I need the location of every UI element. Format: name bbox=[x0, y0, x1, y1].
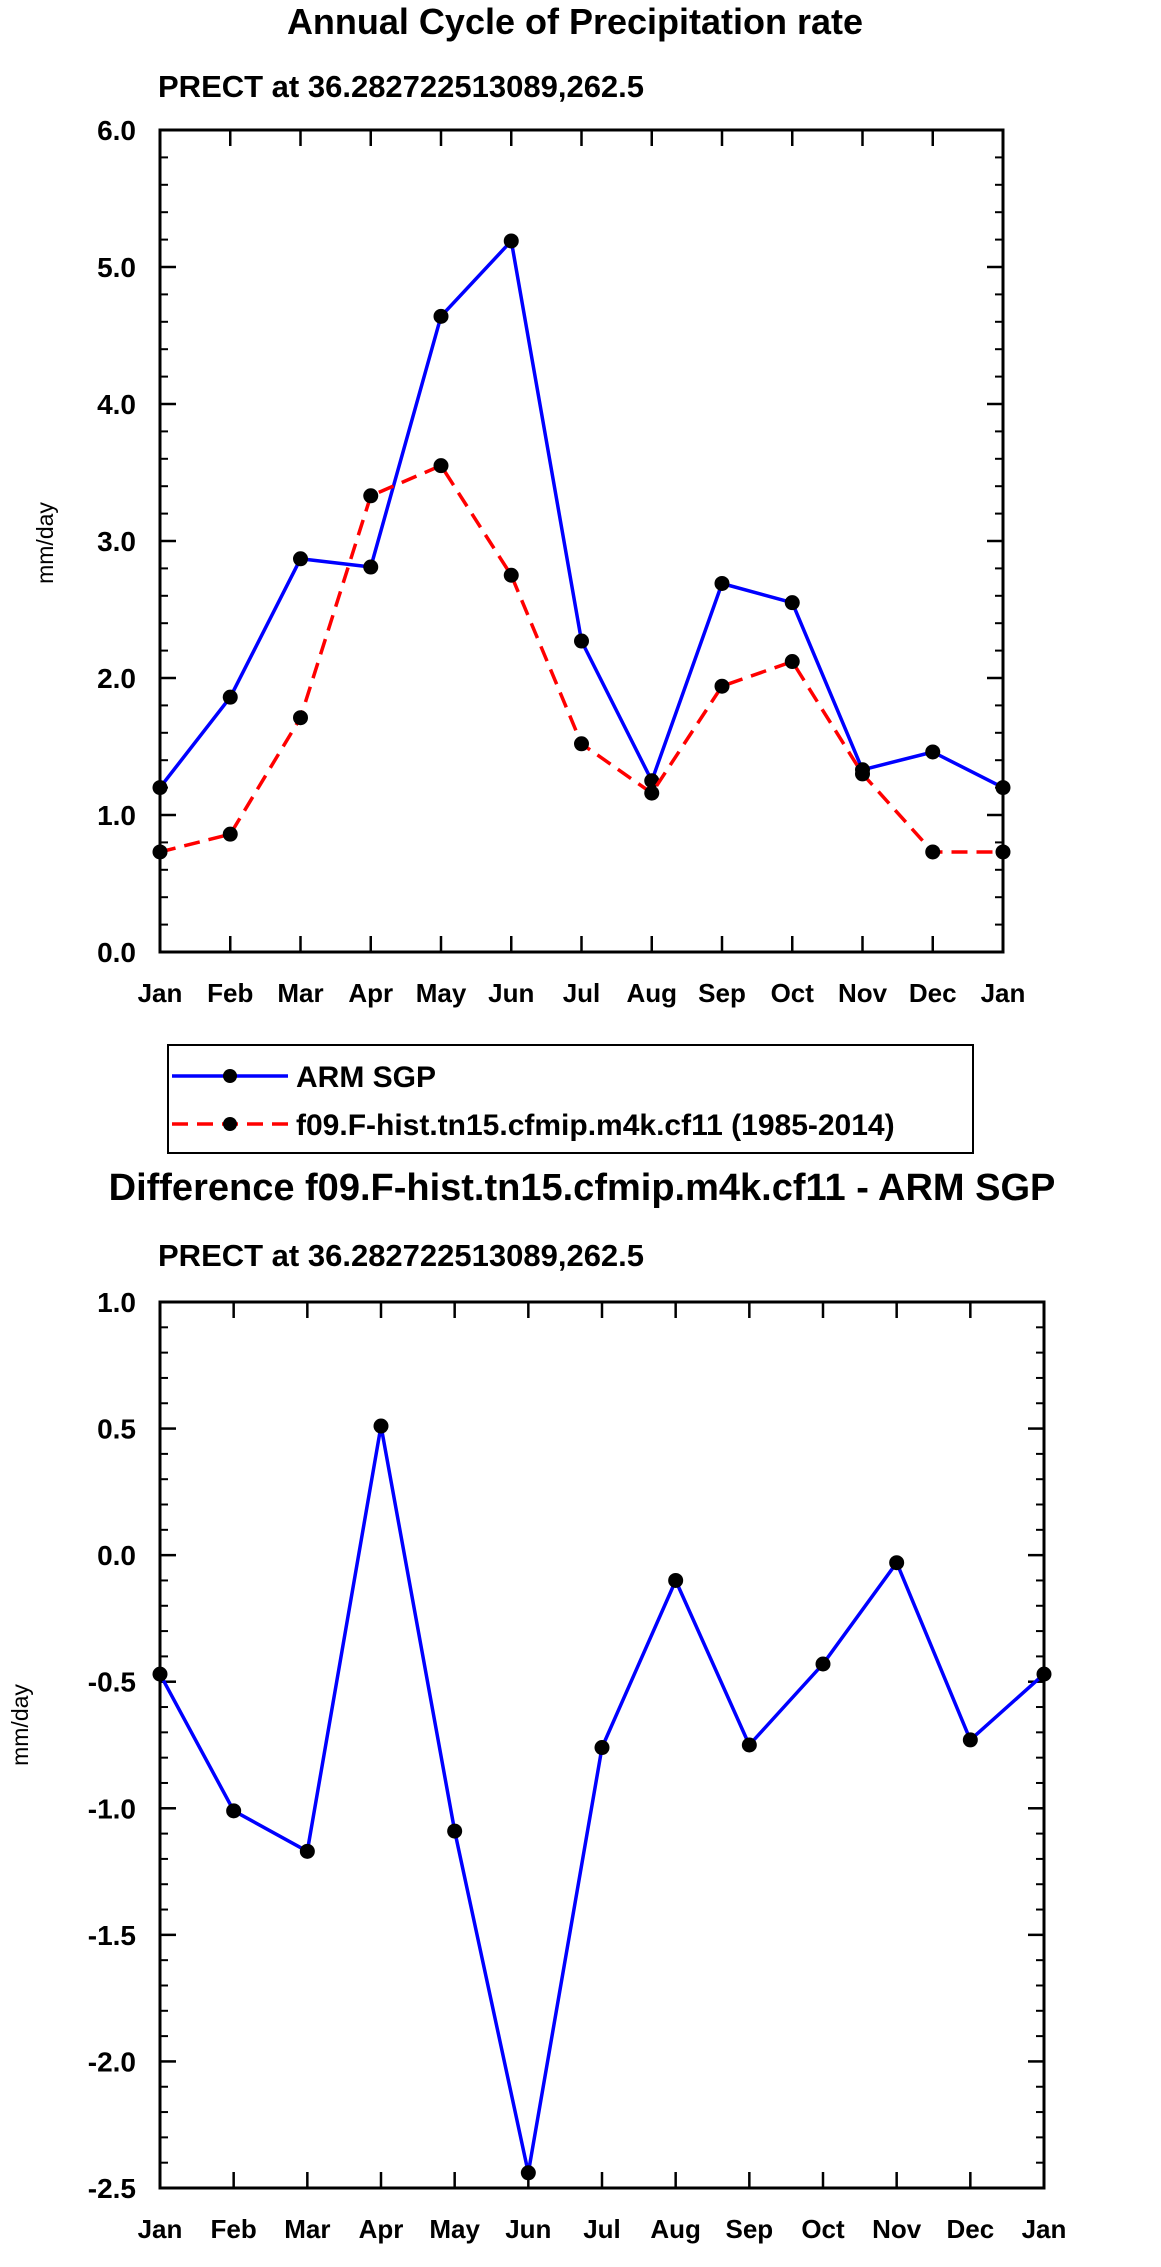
chart1-legend: ARM SGP f09.F-hist.tn15.cfmip.m4k.cf11 (… bbox=[167, 1044, 974, 1154]
x-tick-label-oct: Oct bbox=[771, 978, 815, 1008]
x-tick-label-feb: Feb bbox=[207, 978, 253, 1008]
x-tick-label-sep: Sep bbox=[725, 2214, 773, 2244]
series-0-point-nov bbox=[889, 1555, 905, 1571]
series-line-0 bbox=[158, 239, 1004, 790]
chart2-plot-frame bbox=[158, 1300, 1046, 2190]
x-tick-label-apr: Apr bbox=[359, 2214, 404, 2244]
x-tick-label-mar: Mar bbox=[284, 2214, 330, 2244]
legend-box bbox=[167, 1044, 974, 1154]
x-tick-label-jan: Jan bbox=[138, 2214, 183, 2244]
series-0-point-sep bbox=[741, 1737, 757, 1753]
x-tick-label-jul: Jul bbox=[563, 978, 601, 1008]
series-0-point-mar bbox=[293, 551, 308, 567]
x-tick-label-jan: Jan bbox=[138, 978, 183, 1008]
series-1-point-aug bbox=[644, 785, 660, 801]
series-1-point-jun bbox=[503, 567, 519, 583]
y-tick-label: 3.0 bbox=[97, 526, 136, 557]
x-tick-label-jun: Jun bbox=[505, 2214, 551, 2244]
series-0-point-jun bbox=[503, 233, 519, 249]
annual-cycle-chart: Annual Cycle of Precipitation rate PRECT… bbox=[32, 1, 1026, 1154]
series-1-point-nov bbox=[855, 766, 870, 782]
series-0-point-sep bbox=[714, 575, 730, 591]
chart2-title: Difference f09.F-hist.tn15.cfmip.m4k.cf1… bbox=[109, 1167, 1056, 1209]
series-0-point-oct bbox=[815, 1656, 831, 1672]
series-0-point-apr bbox=[363, 559, 379, 575]
series-0-point-jul bbox=[574, 633, 589, 649]
chart1-plot-frame bbox=[158, 128, 1005, 954]
series-0-point-oct bbox=[784, 595, 800, 611]
series-0-point-apr bbox=[373, 1418, 389, 1434]
x-tick-label-jan: Jan bbox=[981, 978, 1026, 1008]
y-tick-label: -1.0 bbox=[88, 1793, 136, 1824]
series-1-point-dec bbox=[925, 844, 941, 860]
y-tick-label: -2.5 bbox=[88, 2173, 136, 2204]
x-tick-label-dec: Dec bbox=[909, 978, 957, 1008]
x-tick-label-nov: Nov bbox=[872, 2214, 922, 2244]
series-0-point-may bbox=[447, 1823, 463, 1839]
series-0-point-feb bbox=[222, 689, 238, 705]
series-line-0 bbox=[158, 1424, 1046, 2175]
series-0-point-aug bbox=[668, 1572, 684, 1588]
legend-arm-marker bbox=[223, 1069, 237, 1083]
legend-model-marker bbox=[223, 1117, 237, 1131]
y-tick-label: 0.0 bbox=[97, 1540, 136, 1571]
y-tick-label: -0.5 bbox=[88, 1667, 136, 1698]
x-tick-label-nov: Nov bbox=[838, 978, 888, 1008]
legend-model-label: f09.F-hist.tn15.cfmip.m4k.cf11 (1985-201… bbox=[296, 1109, 895, 1142]
x-tick-label-sep: Sep bbox=[698, 978, 746, 1008]
series-1-point-may bbox=[433, 458, 449, 474]
series-0-point-feb bbox=[226, 1803, 242, 1819]
x-tick-label-jun: Jun bbox=[488, 978, 534, 1008]
series-1-point-apr bbox=[363, 488, 379, 504]
chart2-ylabel: mm/day bbox=[7, 1684, 33, 1766]
series-0-point-jun bbox=[520, 2165, 536, 2181]
x-tick-label-dec: Dec bbox=[946, 2214, 994, 2244]
difference-chart: Difference f09.F-hist.tn15.cfmip.m4k.cf1… bbox=[7, 1167, 1066, 2244]
series-1-point-mar bbox=[293, 710, 308, 726]
y-tick-label: -2.0 bbox=[88, 2046, 136, 2077]
x-tick-label-oct: Oct bbox=[801, 2214, 845, 2244]
series-0-point-dec bbox=[925, 744, 941, 760]
series-1-point-jul bbox=[574, 736, 589, 752]
series-0-point-jul bbox=[594, 1740, 610, 1756]
series-0-point-dec bbox=[962, 1732, 978, 1748]
y-tick-label: 4.0 bbox=[97, 389, 136, 420]
x-tick-label-apr: Apr bbox=[348, 978, 393, 1008]
x-tick-label-jul: Jul bbox=[583, 2214, 621, 2244]
chart1-ylabel: mm/day bbox=[32, 502, 58, 584]
chart1-title: Annual Cycle of Precipitation rate bbox=[287, 1, 863, 42]
y-tick-label: 1.0 bbox=[97, 800, 136, 831]
series-1-point-sep bbox=[714, 678, 730, 694]
y-tick-label: 0.0 bbox=[97, 937, 136, 968]
chart1-subtitle: PRECT at 36.282722513089,262.5 bbox=[158, 69, 644, 104]
y-tick-label: 2.0 bbox=[97, 663, 136, 694]
x-tick-label-jan: Jan bbox=[1022, 2214, 1067, 2244]
series-line-1 bbox=[159, 463, 1003, 854]
series-1-point-oct bbox=[784, 654, 800, 670]
y-tick-label: 0.5 bbox=[97, 1414, 136, 1445]
x-tick-label-may: May bbox=[416, 978, 467, 1008]
series-1-point-feb bbox=[222, 826, 238, 842]
series-0-point-mar bbox=[299, 1843, 315, 1859]
y-tick-label: 5.0 bbox=[97, 252, 136, 283]
y-tick-label: -1.5 bbox=[88, 1920, 136, 1951]
y-tick-label: 1.0 bbox=[97, 1287, 136, 1318]
x-tick-label-feb: Feb bbox=[211, 2214, 257, 2244]
x-tick-label-may: May bbox=[429, 2214, 480, 2244]
x-tick-label-aug: Aug bbox=[626, 978, 677, 1008]
chart2-subtitle: PRECT at 36.282722513089,262.5 bbox=[158, 1238, 644, 1273]
y-tick-label: 6.0 bbox=[97, 115, 136, 146]
series-0-point-may bbox=[433, 308, 449, 324]
x-tick-label-mar: Mar bbox=[277, 978, 323, 1008]
legend-arm-label: ARM SGP bbox=[296, 1061, 436, 1094]
x-tick-label-aug: Aug bbox=[650, 2214, 701, 2244]
